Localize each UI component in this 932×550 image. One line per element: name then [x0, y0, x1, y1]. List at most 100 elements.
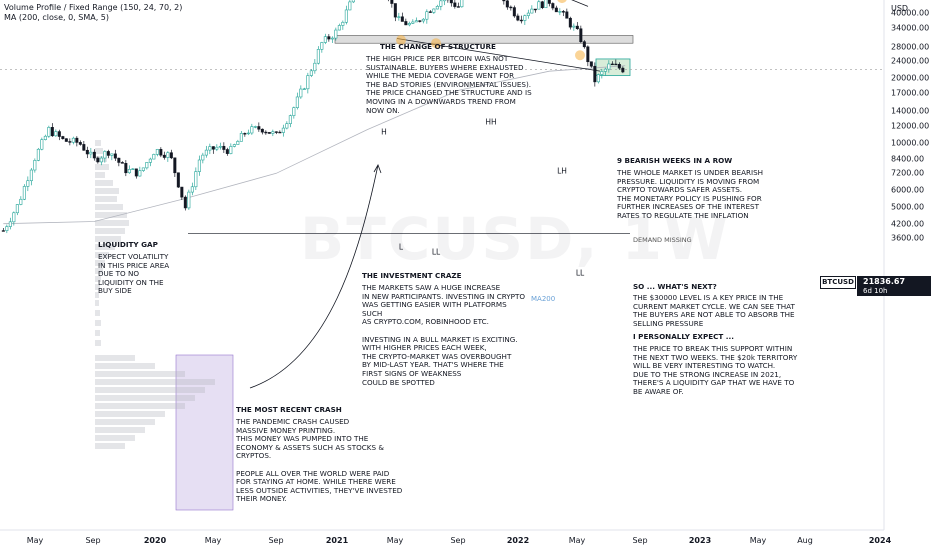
- candle-body: [246, 132, 250, 135]
- candle-body: [351, 0, 355, 3]
- candle-body: [99, 157, 103, 163]
- price-tick-label: 4200.00: [891, 219, 925, 229]
- gap-title: LIQUIDITY GAP: [98, 240, 158, 249]
- volume-profile-bar: [95, 340, 101, 346]
- price-tick-label: 24000.00: [891, 56, 930, 66]
- candle-body: [526, 12, 530, 16]
- candle-body: [152, 154, 156, 160]
- candle-body: [47, 127, 51, 137]
- candle-body: [239, 133, 243, 142]
- candle-body: [460, 0, 464, 8]
- volume-profile-bar: [95, 180, 113, 186]
- candle-body: [85, 149, 89, 155]
- candle-body: [61, 136, 65, 139]
- time-tick-label: Sep: [85, 536, 101, 545]
- candle-body: [145, 162, 149, 169]
- candle-body: [341, 21, 345, 26]
- ma-indicator[interactable]: MA (200, close, 0, SMA, 5): [4, 13, 110, 22]
- candle-body: [75, 137, 79, 143]
- candle-body: [404, 21, 408, 26]
- volume-profile-bar: [95, 292, 99, 298]
- time-tick-label: Sep: [450, 536, 466, 545]
- candle-body: [148, 158, 152, 163]
- candle-body: [509, 6, 513, 9]
- candle-body: [222, 145, 226, 150]
- candle-body: [348, 1, 352, 11]
- candle-body: [320, 42, 324, 50]
- candle-body: [589, 61, 593, 67]
- candle-body: [614, 63, 618, 66]
- candle-body: [316, 49, 320, 64]
- price-tick-label: 8400.00: [891, 154, 925, 164]
- candle-body: [232, 144, 236, 147]
- candle-body: [71, 137, 75, 143]
- candle-body: [449, 0, 453, 4]
- bearish-text: THE WHOLE MARKET IS UNDER BEARISH PRESSU…: [617, 168, 764, 220]
- volume-profile-indicator[interactable]: Volume Profile / Fixed Range (150, 24, 7…: [4, 3, 183, 12]
- current-price: 21836.67: [863, 277, 906, 286]
- bar-countdown: 6d 10h: [863, 287, 888, 295]
- time-tick-label: May: [204, 536, 222, 545]
- price-tick-label: 12000.00: [891, 121, 930, 131]
- time-tick-label: May: [386, 536, 404, 545]
- volume-profile-bar: [95, 363, 155, 369]
- price-tick-label: 7200.00: [891, 168, 925, 178]
- candle-body: [407, 23, 411, 26]
- volume-profile-bar: [95, 443, 125, 449]
- volume-profile-bar: [95, 268, 103, 274]
- candle-body: [411, 21, 415, 24]
- price-tick-label: 20000.00: [891, 73, 930, 83]
- candle-body: [120, 162, 124, 164]
- expect-text: THE PRICE TO BREAK THIS SUPPORT WITHIN T…: [633, 344, 798, 396]
- candle-body: [201, 154, 205, 161]
- candle-body: [621, 67, 625, 73]
- candle-body: [264, 131, 268, 134]
- candle-body: [54, 131, 58, 137]
- volume-profile-bar: [95, 252, 109, 258]
- candle-body: [586, 46, 590, 63]
- candle-body: [166, 152, 170, 158]
- candle-body: [43, 135, 47, 140]
- candle-body: [274, 131, 278, 133]
- candle-body: [292, 107, 296, 116]
- candle-body: [418, 20, 422, 22]
- candle-body: [208, 146, 212, 151]
- volume-profile-bar: [95, 300, 99, 306]
- pivot-highlight-l: [396, 35, 406, 46]
- candle-body: [194, 171, 198, 188]
- candle-body: [299, 88, 303, 98]
- structure-title: THE CHANGE OF STRUCTURE: [380, 42, 496, 51]
- candle-body: [134, 168, 138, 177]
- crash-text: THE PANDEMIC CRASH CAUSED MASSIVE MONEY …: [236, 417, 403, 504]
- craze-arc: [249, 164, 379, 389]
- volume-profile-bar: [95, 140, 101, 146]
- price-tick-label: 17000.00: [891, 88, 930, 98]
- candle-body: [397, 16, 401, 18]
- candle-body: [533, 8, 537, 11]
- candle-body: [253, 126, 257, 128]
- candle-body: [607, 63, 611, 70]
- candle-body: [68, 141, 72, 143]
- symbol-label: BTCUSD: [820, 276, 856, 289]
- candle-body: [610, 63, 614, 66]
- time-tick-label: 2020: [143, 536, 167, 545]
- candle-body: [204, 149, 208, 156]
- bearish-title: 9 BEARISH WEEKS IN A ROW: [617, 156, 733, 165]
- craze-title: THE INVESTMENT CRAZE: [362, 271, 462, 280]
- expect-title: I PERSONALLY EXPECT ...: [633, 332, 734, 341]
- candle-body: [96, 157, 100, 163]
- volume-profile-bar: [95, 172, 105, 178]
- candle-body: [544, 0, 548, 9]
- volume-profile-bar: [95, 355, 135, 361]
- candle-body: [211, 146, 215, 150]
- candle-body: [8, 221, 12, 227]
- volume-profile-bar: [95, 403, 185, 409]
- candle-body: [516, 15, 520, 21]
- ma200-label: MA200: [531, 295, 556, 303]
- support-trendline: [396, 38, 601, 72]
- candle-body: [187, 191, 191, 209]
- candle-body: [393, 3, 397, 18]
- next-text: THE $30000 LEVEL IS A KEY PRICE IN THE C…: [633, 293, 795, 328]
- volume-profile-bar: [95, 395, 195, 401]
